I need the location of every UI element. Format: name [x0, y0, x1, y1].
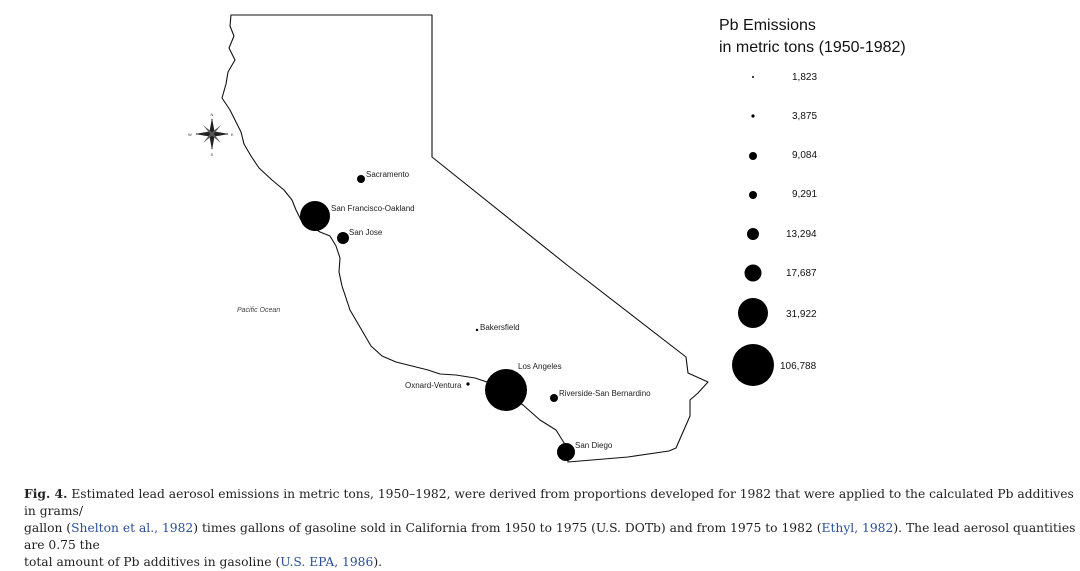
pacific-ocean-label: Pacific Ocean: [237, 307, 280, 314]
legend-marker: [751, 114, 755, 118]
legend-marker: [752, 76, 754, 78]
city-label: Oxnard-Ventura: [405, 381, 462, 390]
caption-text: total amount of Pb additives in gasoline…: [24, 555, 281, 569]
city-label: Bakersfield: [480, 323, 520, 332]
city-label: Riverside-San Bernardino: [559, 389, 651, 398]
legend-marker: [749, 191, 757, 199]
city-bakersfield: Bakersfield: [475, 323, 520, 332]
legend-value: 106,788: [780, 361, 817, 372]
city-oxnard-ventura: Oxnard-Ventura: [405, 381, 470, 390]
city-label: Sacramento: [366, 170, 410, 179]
legend: Pb Emissions in metric tons (1950-1982) …: [719, 17, 906, 386]
figure-caption: Fig. 4. Estimated lead aerosol emissions…: [24, 485, 1080, 571]
legend-value: 3,875: [792, 111, 817, 122]
legend-value: 17,687: [786, 268, 817, 279]
city-riverside-san-bernardino: Riverside-San Bernardino: [550, 389, 651, 402]
legend-value: 1,823: [792, 72, 817, 83]
legend-marker: [749, 152, 757, 160]
citation-link-ethyl[interactable]: Ethyl, 1982: [821, 521, 894, 535]
city-label: San Diego: [575, 441, 613, 450]
legend-value: 9,291: [792, 189, 817, 200]
city-san-diego: San Diego: [557, 441, 613, 461]
legend-marker: [744, 264, 762, 282]
city-label: San Jose: [349, 228, 383, 237]
city-label: San Francisco-Oakland: [331, 204, 415, 213]
caption-text: ).: [373, 555, 383, 569]
city-san-francisco-oakland: San Francisco-Oakland: [300, 201, 415, 231]
california-lead-emissions-map: N S E W Pacific Ocean Sacramento San Fra…: [188, 14, 906, 463]
city-marker: [466, 382, 470, 386]
legend-value: 31,922: [786, 309, 817, 320]
city-label: Los Angeles: [518, 362, 562, 371]
city-marker: [485, 369, 527, 411]
compass-south-label: S: [211, 152, 214, 157]
caption-text: ) times gallons of gasoline sold in Cali…: [193, 521, 822, 535]
city-los-angeles: Los Angeles: [485, 362, 562, 411]
city-marker: [475, 328, 479, 332]
legend-value: 13,294: [786, 229, 817, 240]
citation-link-epa[interactable]: U.S. EPA, 1986: [280, 555, 374, 569]
city-marker: [300, 201, 330, 231]
compass-east-label: E: [231, 132, 234, 137]
compass-west-label: W: [188, 132, 192, 137]
compass-north-label: N: [211, 112, 214, 117]
city-marker: [337, 232, 349, 244]
legend-title-line2: in metric tons (1950-1982): [719, 39, 906, 56]
legend-title-line1: Pb Emissions: [719, 17, 816, 34]
figure-label: Fig. 4.: [24, 486, 68, 501]
caption-text: Estimated lead aerosol emissions in metr…: [24, 487, 1074, 518]
city-marker: [357, 175, 365, 183]
caption-text: gallon (: [24, 521, 72, 535]
city-marker: [550, 394, 558, 402]
city-marker: [557, 443, 575, 461]
legend-marker: [747, 228, 759, 240]
compass-rose: N S E W: [188, 112, 234, 157]
city-sacramento: Sacramento: [357, 170, 410, 183]
legend-marker: [732, 344, 774, 386]
california-outline: [221, 14, 709, 463]
city-san-jose: San Jose: [337, 228, 383, 244]
legend-marker: [738, 298, 768, 328]
legend-value: 9,084: [792, 150, 817, 161]
citation-link-shelton[interactable]: Shelton et al., 1982: [71, 521, 194, 535]
